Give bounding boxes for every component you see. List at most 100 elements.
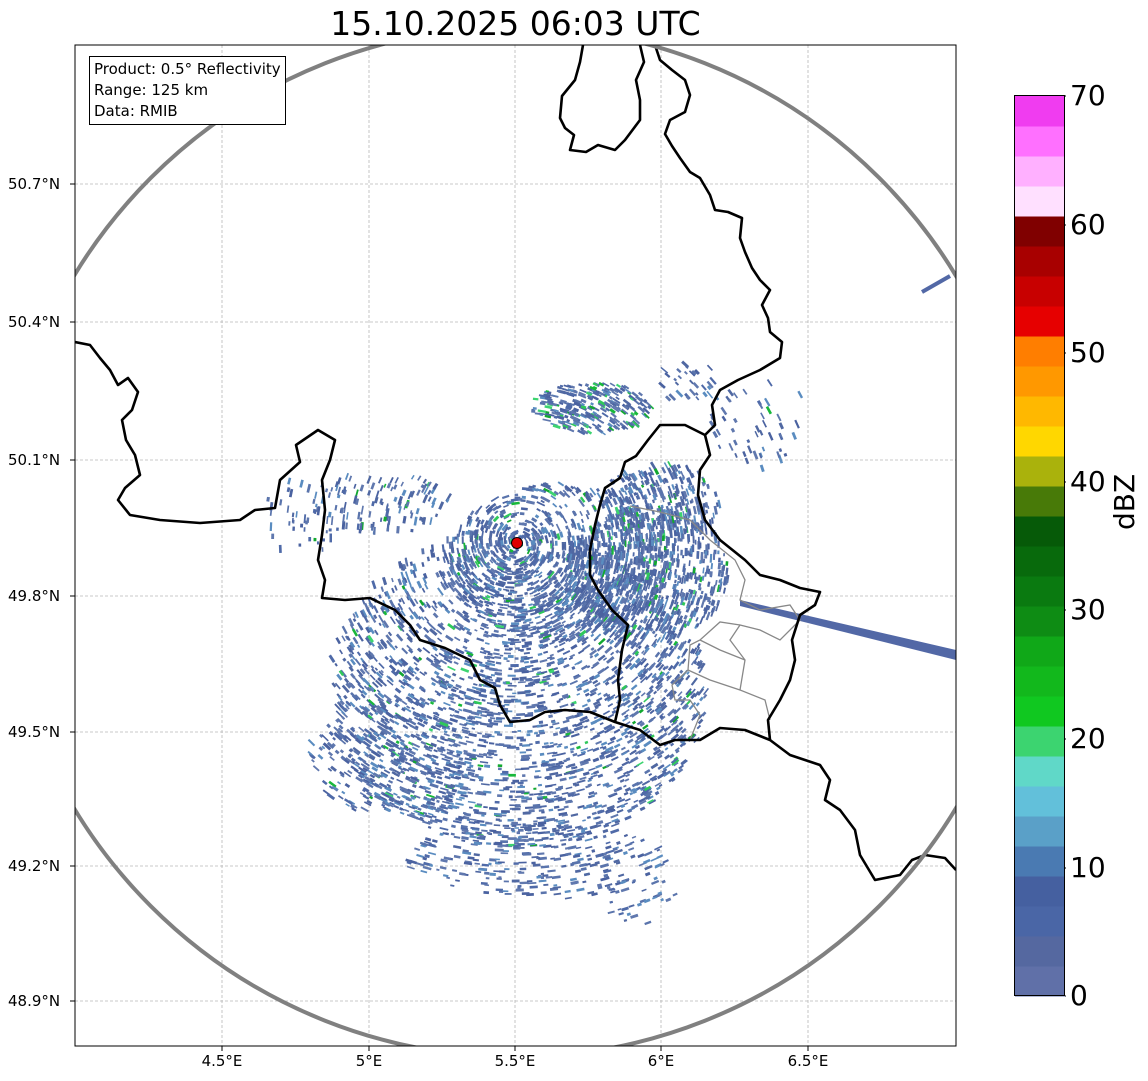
echo-cell: [422, 572, 428, 580]
echo-cell: [361, 763, 370, 771]
echo-cell: [454, 636, 461, 642]
echo-cell: [629, 791, 634, 796]
echo-cell: [611, 709, 617, 715]
echo-cell: [539, 752, 545, 756]
echo-cell: [571, 491, 576, 497]
echo-cell: [433, 796, 438, 800]
echo-cell: [390, 748, 396, 753]
echo-cell: [510, 790, 516, 793]
echo-cell: [536, 734, 540, 738]
echo-cell: [571, 535, 575, 541]
echo-cell: [574, 714, 580, 718]
echo-cell: [416, 647, 423, 653]
echo-cell: [631, 720, 637, 725]
echo-cell: [422, 576, 428, 585]
echo-cell: [324, 488, 329, 493]
echo-cell: [485, 666, 495, 671]
echo-cell: [356, 622, 364, 631]
echo-cell: [459, 676, 465, 681]
echo-cell: [638, 708, 644, 714]
echo-cell: [695, 617, 699, 622]
echo-cell: [679, 720, 684, 725]
echo-cell: [300, 523, 304, 528]
echo-cell: [417, 807, 422, 811]
echo-cell: [474, 605, 479, 610]
echo-cell: [503, 644, 509, 648]
echo-cell: [614, 819, 621, 824]
echo-cell: [629, 750, 636, 756]
echo-cell: [704, 551, 708, 556]
echo-cell: [552, 502, 558, 508]
echo-cell: [475, 538, 478, 543]
echo-cell: [634, 739, 639, 744]
echo-cell: [426, 620, 430, 625]
echo-cell: [298, 543, 302, 547]
echo-cell: [604, 523, 609, 530]
echo-cell: [505, 688, 513, 691]
echo-cell: [484, 710, 494, 715]
echo-cell: [611, 545, 614, 555]
echo-cell: [416, 580, 423, 589]
echo-cell: [664, 747, 669, 751]
echo-cell: [414, 666, 420, 672]
echo-cell: [489, 716, 496, 720]
echo-cell: [624, 815, 632, 821]
echo-cell: [436, 775, 443, 780]
echo-cell: [595, 740, 603, 745]
echo-cell: [535, 565, 541, 571]
echo-cell: [360, 693, 366, 699]
echo-cell: [540, 891, 547, 895]
echo-cell: [479, 615, 486, 620]
echo-cell: [443, 701, 451, 707]
echo-cell: [408, 749, 416, 756]
echo-cell: [354, 694, 361, 701]
echo-cell: [431, 734, 438, 740]
echo-cell: [440, 753, 447, 757]
echo-cell: [669, 551, 673, 558]
echo-cell: [430, 639, 437, 645]
echo-cell: [533, 731, 538, 735]
echo-cell: [548, 808, 554, 812]
echo-cell: [479, 760, 489, 764]
echo-cell: [455, 802, 464, 806]
echo-cell: [512, 677, 519, 681]
echo-cell: [640, 569, 645, 577]
echo-cell: [703, 491, 707, 496]
echo-cell: [510, 581, 515, 585]
echo-cell: [479, 627, 485, 631]
echo-cell: [378, 622, 382, 627]
echo-cell: [577, 649, 585, 655]
echo-cell: [505, 569, 513, 573]
echo-cell: [617, 766, 623, 771]
echo-cell: [518, 828, 524, 832]
echo-cell: [397, 602, 404, 611]
echo-cell: [465, 768, 476, 773]
echo-cell: [465, 613, 470, 618]
echo-cell: [511, 879, 520, 883]
echo-cell: [619, 529, 624, 537]
echo-cell: [609, 503, 613, 508]
echo-cell: [506, 681, 510, 685]
echo-cell: [447, 665, 456, 672]
echo-cell: [559, 703, 569, 709]
echo-cell: [583, 725, 588, 729]
echo-cell: [509, 628, 515, 632]
echo-cell: [677, 641, 685, 651]
echo-cell: [381, 576, 388, 586]
echo-cell: [561, 813, 568, 817]
echo-cell: [664, 652, 669, 659]
echo-cell: [417, 812, 426, 818]
echo-cell: [440, 748, 446, 752]
echo-cell: [483, 655, 491, 660]
echo-cell: [422, 820, 431, 825]
echo-cell: [558, 641, 566, 647]
echo-cell: [569, 747, 575, 751]
echo-cell: [380, 586, 385, 593]
echo-cell: [557, 821, 566, 825]
echo-cell: [506, 660, 510, 662]
echo-cell: [493, 652, 500, 656]
echo-cell: [412, 655, 421, 663]
echo-cell: [623, 784, 627, 788]
echo-cell: [511, 622, 520, 626]
echo-cell: [527, 881, 537, 885]
